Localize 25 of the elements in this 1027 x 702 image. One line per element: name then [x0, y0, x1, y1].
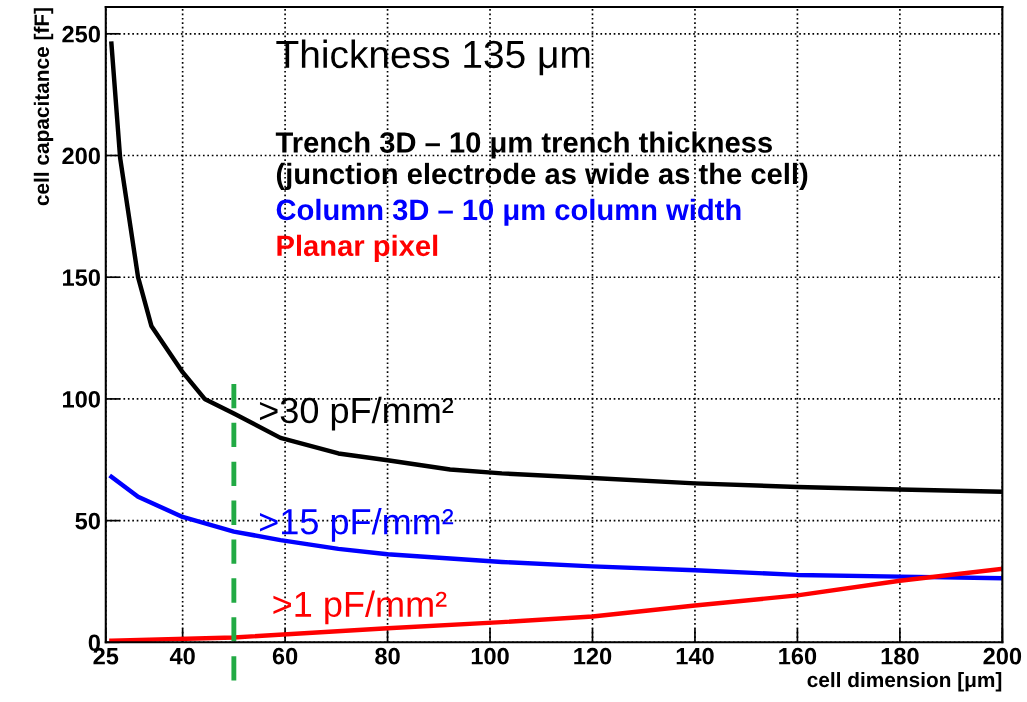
x-tick-label: 160 — [779, 647, 817, 665]
x-tick-label: 140 — [676, 647, 714, 665]
y-tick-label: 150 — [63, 269, 100, 286]
text: Column 3D – 10 μm column width — [276, 198, 741, 226]
y-tick-label: 200 — [62, 147, 100, 165]
x-tick-label: 200 — [983, 647, 1022, 665]
text: Trench 3D – 10 μm trench thickness (junction electrode as wide as the cell) — [275, 131, 808, 191]
text: Planar pixel — [277, 234, 438, 262]
legend-title: Thickness 135 μm — [276, 39, 590, 76]
line-series — [109, 474, 1003, 581]
x-tick-label: 80 — [375, 647, 400, 665]
annotation: >1 pF/mm² — [273, 590, 447, 625]
annotation: >15 pF/mm² — [259, 507, 454, 542]
x-tick-label: 100 — [471, 647, 509, 665]
y-tick-label: 100 — [63, 390, 100, 408]
y-tick-label: 50 — [75, 512, 100, 530]
annotation: >30 pF/mm² — [259, 396, 454, 431]
x-axis-title: cell dimension [μm] — [807, 671, 1002, 692]
line-series — [109, 566, 1003, 643]
y-axis-title: cell capacitance [fF] — [33, 8, 54, 206]
x-tick-label: 60 — [272, 647, 298, 665]
y-tick-label: 250 — [62, 25, 100, 43]
x-tick-label: 120 — [574, 647, 612, 665]
x-tick-label: 40 — [169, 647, 195, 665]
x-tick-label: 180 — [881, 647, 919, 665]
